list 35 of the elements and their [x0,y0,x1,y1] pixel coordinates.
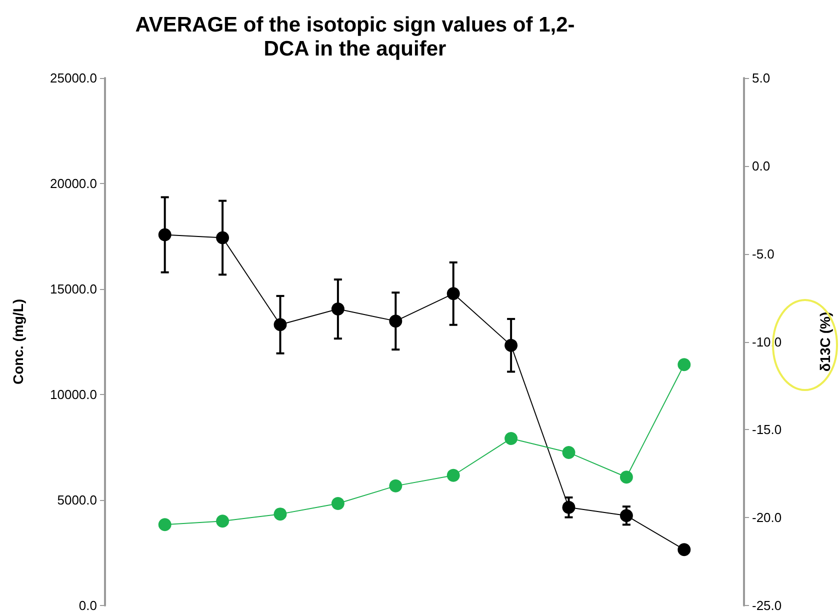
point [504,432,518,445]
point [678,543,691,556]
y2-axis-title: δ13C (%) [817,312,833,372]
point [216,231,230,244]
point [562,500,576,514]
y2-tick-label: -5.0 [752,246,774,262]
y2-tick-label: 5.0 [752,70,770,86]
point [331,497,344,510]
point [446,468,460,482]
point [620,509,633,522]
point [274,508,287,521]
point [389,314,402,328]
y2-tick-label: -15.0 [752,422,782,438]
y-tick-label: 15000.0 [50,282,97,296]
point [620,470,633,484]
y-axis-title: Conc. (mg/L) [10,298,26,385]
y-tick-label: 20000.0 [50,176,97,191]
point [562,446,576,460]
y-tick-label: 5000.0 [57,492,97,508]
point [446,287,460,300]
chart-title: AVERAGE of the isotopic sign values of 1,2-DCA in the aquifer [135,14,575,60]
point [389,479,402,492]
y2-tick-label: -25.0 [752,598,782,612]
y-tick-label: 0.0 [78,598,97,612]
y-tick-label: 10000.0 [50,387,97,402]
point [678,358,691,372]
point [158,228,172,242]
point [216,514,230,528]
point [158,518,172,532]
point [331,302,344,316]
y2-tick-label: 0.0 [752,158,770,174]
point [504,338,518,352]
y2-tick-label: -20.0 [752,510,782,526]
y-tick-label: 25000.0 [50,70,97,86]
point [274,318,287,332]
